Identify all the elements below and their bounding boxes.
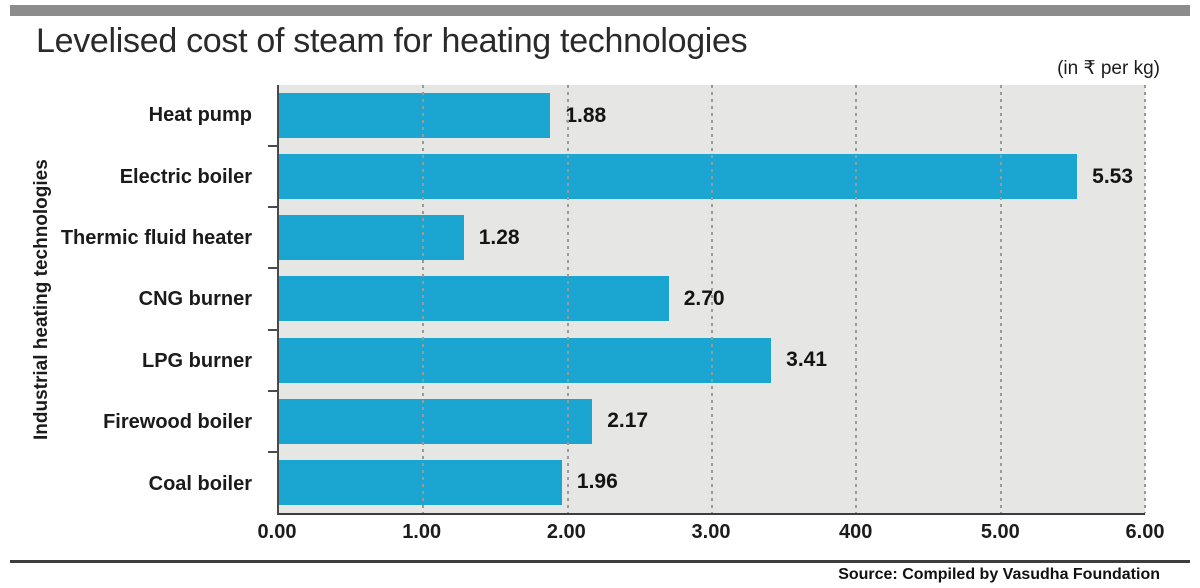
y-axis-tick (268, 267, 279, 270)
source-credit: Source: Compiled by Vasudha Foundation (838, 566, 1160, 583)
bar-rows: 1.88 5.53 1.28 2.70 3.41 2.17 1.96 (279, 85, 1145, 513)
y-axis-tick (268, 389, 279, 392)
vertical-gridline (855, 85, 858, 513)
bar-row: 2.17 (279, 391, 1145, 452)
bar-firewood-boiler: 2.17 (279, 398, 648, 444)
category-axis-labels: Heat pump Electric boiler Thermic fluid he… (60, 85, 265, 515)
plot-area: 1.88 5.53 1.28 2.70 3.41 2.17 1.96 (268, 85, 1146, 515)
bar-thermic-fluid-heater: 1.28 (279, 215, 520, 261)
x-axis-tick-label: 5.00 (980, 521, 1020, 543)
bar-lpg-burner: 3.41 (279, 337, 827, 383)
x-axis-tick-label: 6.00 (1125, 521, 1165, 543)
bar-row: 5.53 (279, 146, 1145, 207)
vertical-gridline (422, 85, 425, 513)
bar-row: 2.70 (279, 268, 1145, 329)
bar-value-label: 3.41 (786, 348, 828, 372)
bar-heat-pump: 1.88 (279, 93, 606, 139)
y-axis-tick (268, 450, 279, 453)
bar-value-label: 1.96 (576, 470, 618, 494)
bar-row: 1.96 (279, 452, 1145, 513)
bar-cng-burner: 2.70 (279, 276, 725, 322)
category-label: Thermic fluid heater (60, 227, 252, 250)
vertical-gridline (566, 85, 569, 513)
bar-value-label: 2.70 (683, 286, 725, 310)
bar-value-label: 1.28 (478, 225, 520, 249)
y-axis-tick (268, 328, 279, 331)
bar-row: 1.88 (279, 85, 1145, 146)
bar-value-label: 2.17 (607, 409, 649, 433)
vertical-gridline (999, 85, 1002, 513)
bar-row: 3.41 (279, 330, 1145, 391)
vertical-gridline (1144, 85, 1146, 513)
top-divider-rule (10, 5, 1190, 16)
category-label: LPG burner (141, 349, 252, 372)
category-label: Electric boiler (119, 165, 252, 188)
x-axis-tick-label: 0.00 (257, 521, 297, 543)
category-label: Firewood boiler (103, 411, 252, 434)
bar-value-label: 5.53 (1092, 164, 1134, 188)
bottom-divider-rule (10, 560, 1190, 563)
x-axis-tick-label: 400 (838, 521, 873, 543)
bar-value-label: 1.88 (565, 103, 607, 127)
y-axis-title: Industrial heating technologies (31, 159, 52, 441)
y-axis-tick (268, 145, 279, 148)
chart-title: Levelised cost of steam for heating tech… (36, 22, 748, 60)
bar-row: 1.28 (279, 207, 1145, 268)
x-axis-tick-label: 2.00 (546, 521, 586, 543)
y-axis-tick (268, 206, 279, 209)
category-label: Heat pump (148, 104, 252, 127)
x-axis-tick-labels: 0.00 1.00 2.00 3.00 400 5.00 6.00 (258, 521, 1165, 549)
x-axis-tick-label: 1.00 (402, 521, 442, 543)
bar-coal-boiler: 1.96 (279, 459, 618, 505)
vertical-gridline (711, 85, 713, 513)
category-label: Coal boiler (148, 472, 252, 495)
x-axis-tick-label: 3.00 (691, 521, 731, 543)
category-label: CNG burner (138, 288, 252, 311)
bar-electric-boiler: 5.53 (279, 154, 1133, 200)
unit-label: (in ₹ per kg) (1057, 58, 1160, 79)
